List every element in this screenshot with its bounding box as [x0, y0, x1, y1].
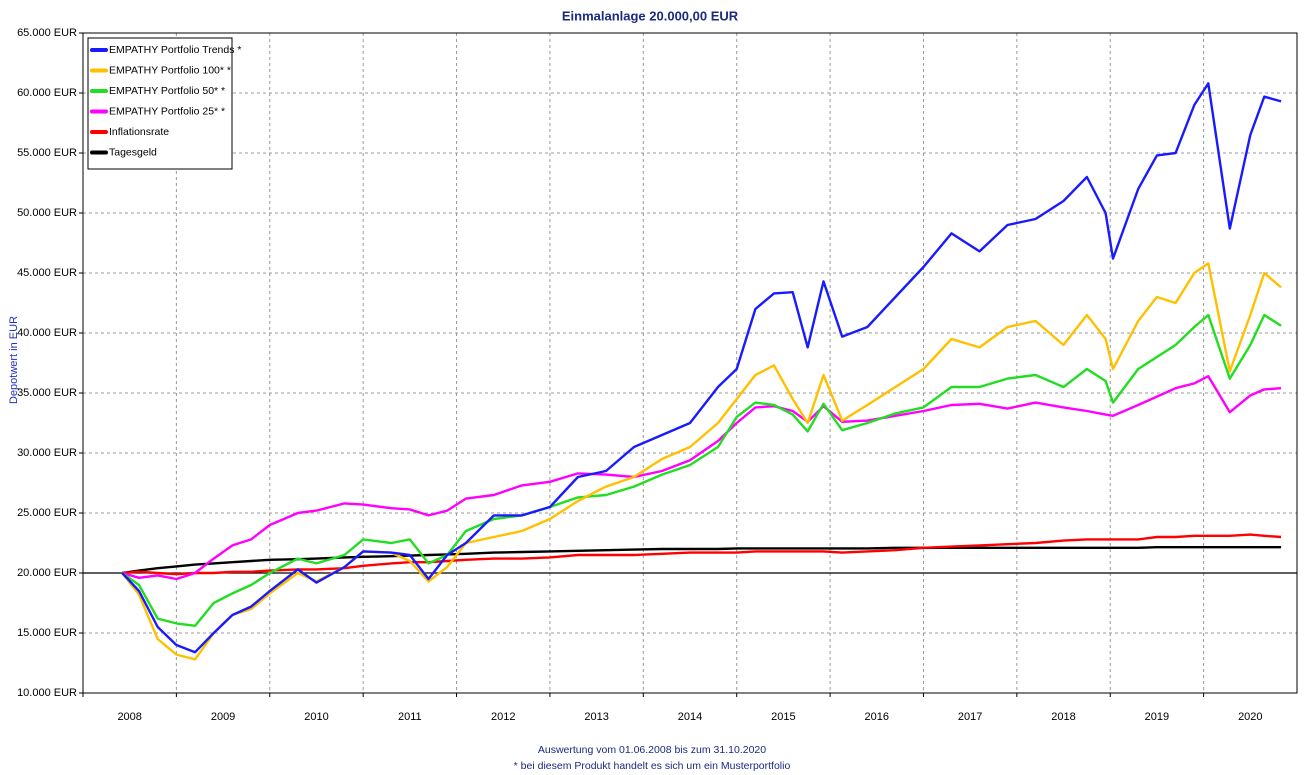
x-tick-label: 2018: [1051, 711, 1075, 723]
x-tick-label: 2010: [304, 711, 328, 723]
y-tick-label: 40.000 EUR: [17, 327, 77, 339]
series-line: [121, 82, 1282, 654]
legend-box: [87, 37, 233, 170]
y-axis-title: Depotwert in EUR: [8, 316, 20, 404]
y-tick-label: 60.000 EUR: [17, 87, 77, 99]
x-tick-label: 2011: [398, 711, 422, 723]
legend-label: Inflationsrate: [109, 126, 169, 138]
x-tick-label: 2020: [1238, 711, 1262, 723]
series-line: [122, 546, 1282, 575]
legend-label: EMPATHY Portfolio 50* *: [109, 85, 225, 97]
y-tick-label: 30.000 EUR: [17, 447, 77, 459]
footnote: * bei diesem Produkt handelt es sich um …: [514, 760, 791, 772]
y-tick-label: 10.000 EUR: [17, 687, 77, 699]
y-tick-label: 55.000 EUR: [17, 147, 77, 159]
x-tick-label: 2012: [491, 711, 515, 723]
y-tick-label: 50.000 EUR: [17, 207, 77, 219]
y-tick-label: 15.000 EUR: [17, 627, 77, 639]
series-line: [121, 313, 1282, 627]
series-line: [122, 533, 1282, 576]
x-tick-label: 2009: [211, 711, 235, 723]
y-tick-label: 35.000 EUR: [17, 387, 77, 399]
plot-frame: [82, 32, 1298, 694]
series-line: [121, 262, 1282, 661]
y-tick-label: 20.000 EUR: [17, 567, 77, 579]
footnote: Auswertung vom 01.06.2008 bis zum 31.10.…: [538, 744, 766, 756]
legend-label: EMPATHY Portfolio 100* *: [109, 64, 231, 76]
x-tick-label: 2019: [1145, 711, 1169, 723]
x-tick-label: 2014: [678, 711, 702, 723]
y-tick-label: 25.000 EUR: [17, 507, 77, 519]
x-tick-label: 2015: [771, 711, 795, 723]
legend-label: Tagesgeld: [109, 146, 157, 158]
x-tick-label: 2016: [865, 711, 889, 723]
x-tick-label: 2017: [958, 711, 982, 723]
chart-title: Einmalanlage 20.000,00 EUR: [562, 8, 739, 23]
x-tick-label: 2008: [117, 711, 141, 723]
y-tick-label: 65.000 EUR: [17, 27, 77, 39]
legend-label: EMPATHY Portfolio Trends *: [109, 44, 241, 56]
x-tick-label: 2013: [584, 711, 608, 723]
legend-label: EMPATHY Portfolio 25* *: [109, 105, 225, 117]
y-tick-label: 45.000 EUR: [17, 267, 77, 279]
